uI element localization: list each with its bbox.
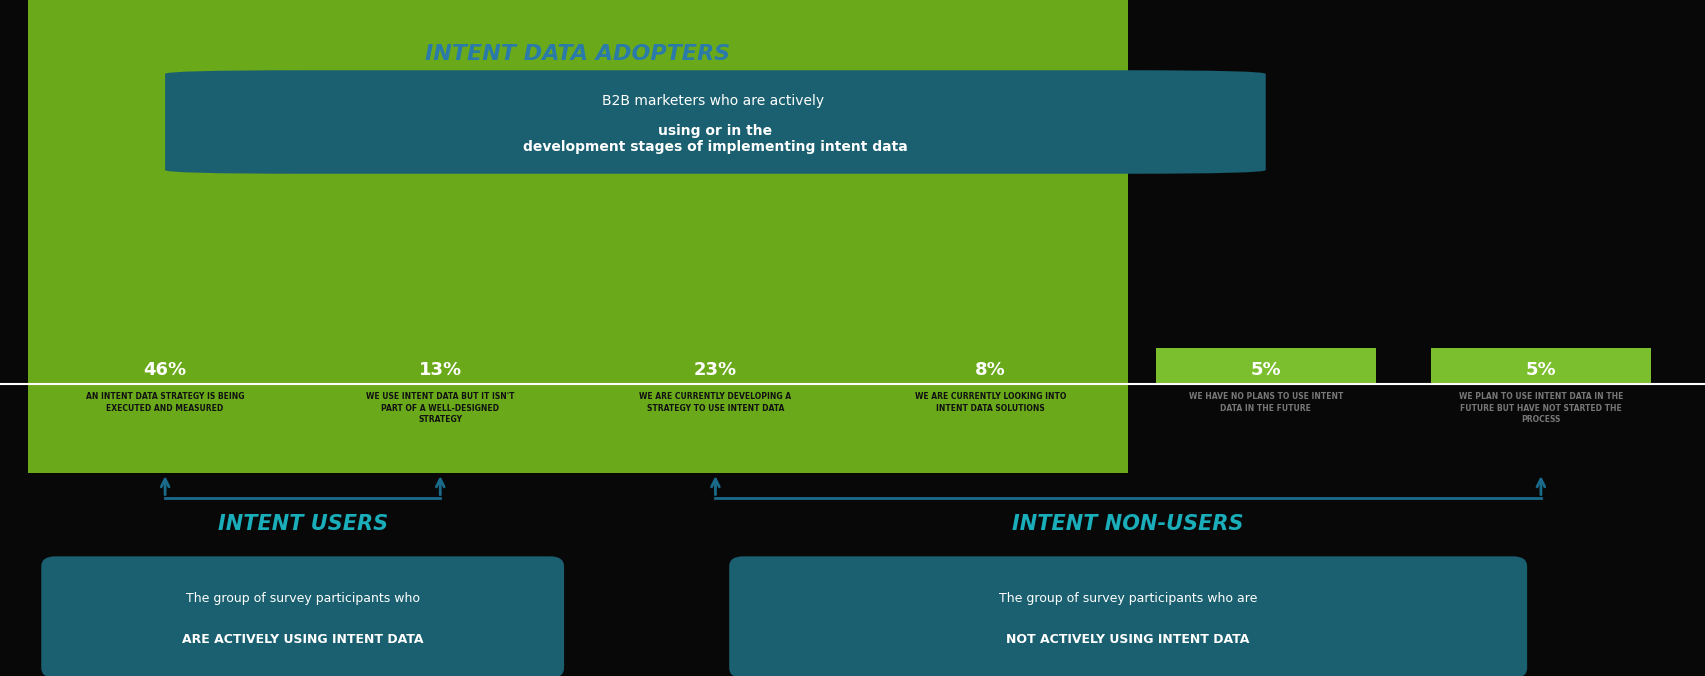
FancyBboxPatch shape bbox=[728, 556, 1526, 676]
Text: The group of survey participants who: The group of survey participants who bbox=[186, 592, 419, 606]
Text: 8%: 8% bbox=[975, 360, 1006, 379]
Bar bbox=[27, 0, 1127, 473]
Text: AN INTENT DATA STRATEGY IS BEING
EXECUTED AND MEASURED: AN INTENT DATA STRATEGY IS BEING EXECUTE… bbox=[85, 392, 244, 412]
Text: NOT ACTIVELY USING INTENT DATA: NOT ACTIVELY USING INTENT DATA bbox=[1006, 633, 1250, 646]
Text: The group of survey participants who are: The group of survey participants who are bbox=[999, 592, 1257, 606]
Text: INTENT DATA ADOPTERS: INTENT DATA ADOPTERS bbox=[425, 45, 730, 64]
Text: 13%: 13% bbox=[418, 360, 462, 379]
FancyBboxPatch shape bbox=[41, 556, 564, 676]
Text: using or in the
development stages of implementing intent data: using or in the development stages of im… bbox=[523, 124, 907, 154]
Text: WE ARE CURRENTLY DEVELOPING A
STRATEGY TO USE INTENT DATA: WE ARE CURRENTLY DEVELOPING A STRATEGY T… bbox=[639, 392, 791, 412]
FancyBboxPatch shape bbox=[165, 70, 1265, 174]
Text: WE ARE CURRENTLY LOOKING INTO
INTENT DATA SOLUTIONS: WE ARE CURRENTLY LOOKING INTO INTENT DAT… bbox=[914, 392, 1066, 412]
Text: 23%: 23% bbox=[694, 360, 737, 379]
Text: INTENT NON-USERS: INTENT NON-USERS bbox=[1011, 514, 1243, 534]
Text: INTENT USERS: INTENT USERS bbox=[218, 514, 387, 534]
Text: ARE ACTIVELY USING INTENT DATA: ARE ACTIVELY USING INTENT DATA bbox=[182, 633, 423, 646]
Text: WE PLAN TO USE INTENT DATA IN THE
FUTURE BUT HAVE NOT STARTED THE
PROCESS: WE PLAN TO USE INTENT DATA IN THE FUTURE… bbox=[1458, 392, 1621, 425]
Text: 5%: 5% bbox=[1250, 360, 1280, 379]
Text: 46%: 46% bbox=[143, 360, 186, 379]
Text: 5%: 5% bbox=[1524, 360, 1555, 379]
Text: WE USE INTENT DATA BUT IT ISN'T
PART OF A WELL-DESIGNED
STRATEGY: WE USE INTENT DATA BUT IT ISN'T PART OF … bbox=[367, 392, 515, 425]
Bar bbox=[1430, 347, 1650, 385]
Text: WE HAVE NO PLANS TO USE INTENT
DATA IN THE FUTURE: WE HAVE NO PLANS TO USE INTENT DATA IN T… bbox=[1188, 392, 1342, 412]
Text: B2B marketers who are actively: B2B marketers who are actively bbox=[602, 94, 829, 108]
Bar bbox=[1154, 347, 1374, 385]
